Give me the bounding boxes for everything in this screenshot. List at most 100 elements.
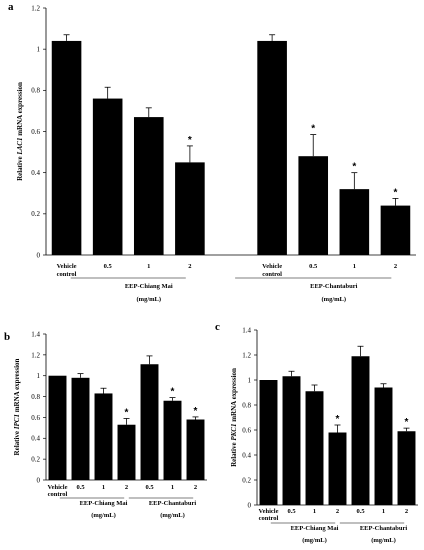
y-tick-label: 0.6: [31, 128, 40, 136]
bar: [305, 391, 324, 505]
x-category-label: control: [57, 271, 77, 278]
panel-letter: a: [8, 1, 14, 13]
x-category-label: Vehicle: [259, 508, 279, 515]
x-category-label: 0.5: [309, 263, 318, 270]
significance-star: *: [194, 406, 198, 417]
x-category-label: 2: [394, 263, 397, 270]
y-tick-label: 1.2: [31, 351, 40, 359]
x-category-label: control: [259, 515, 279, 522]
x-category-label: Vehicle: [262, 263, 282, 270]
significance-star: *: [336, 414, 340, 425]
group-unit-label: (mg/mL): [321, 296, 346, 303]
bar: [71, 377, 90, 480]
x-category-label: 2: [188, 263, 191, 270]
chart-panel-b: b 0 0.2 0.4 0.6 0.8 1 1.2 1.4 Relative IPC1 mRNA …: [4, 330, 207, 519]
x-category-label: 0.5: [76, 484, 85, 491]
y-axis-label: Relative PKC1 mRNA expression: [230, 368, 238, 467]
y-axis-label: Relative IPC1 mRNA expression: [13, 358, 21, 455]
y-tick-label: 0: [37, 251, 41, 259]
bar: [351, 356, 370, 505]
bar: [94, 393, 113, 480]
bar: [175, 162, 205, 255]
group-unit-label: (mg/mL): [136, 296, 161, 303]
bar: [298, 156, 329, 255]
y-tick-label: 0: [248, 501, 252, 509]
x-category-label: 2: [194, 484, 197, 491]
bar: [328, 432, 347, 505]
bar: [257, 40, 287, 255]
significance-star: *: [171, 387, 175, 398]
y-tick-label: 0.2: [242, 476, 251, 484]
bar: [282, 376, 301, 505]
group-label: EEP-Chantaburi: [360, 525, 408, 532]
y-tick-label: 0.6: [31, 414, 40, 422]
y-tick-label: 0.8: [31, 87, 40, 95]
bar: [140, 364, 159, 480]
x-category-label: Vehicle: [57, 263, 77, 270]
x-category-label: control: [48, 491, 68, 498]
significance-star: *: [393, 187, 397, 198]
x-category-label: 1: [171, 484, 174, 491]
x-category-label: 1: [313, 508, 316, 515]
bar: [339, 189, 370, 255]
x-category-label: 1: [102, 484, 105, 491]
x-category-label: 0.5: [287, 508, 296, 515]
group-label: EEP-Chiang Mai: [125, 283, 173, 290]
group-unit-label: (mg/mL): [160, 512, 185, 519]
y-tick-label: 1: [248, 376, 252, 384]
x-category-label: control: [262, 271, 282, 278]
significance-star: *: [352, 162, 356, 173]
y-tick-label: 0.2: [31, 456, 40, 464]
group-label: EEP-Chiang Mai: [291, 525, 339, 532]
y-tick-label: 0.2: [31, 210, 40, 218]
panel-letter: c: [215, 321, 220, 333]
bar: [374, 387, 393, 505]
x-category-label: 2: [125, 484, 128, 491]
significance-star: *: [188, 135, 192, 146]
bar: [117, 424, 136, 480]
bar: [92, 98, 123, 255]
y-tick-label: 1.2: [242, 351, 251, 359]
significance-star: *: [125, 407, 129, 418]
x-category-label: 0.5: [356, 508, 365, 515]
x-category-label: 1: [353, 263, 356, 270]
group-unit-label: (mg/mL): [91, 512, 116, 519]
x-category-label: 0.5: [104, 263, 113, 270]
chart-panel-c: c 0 0.2 0.4 0.6 0.8 1 1.2 1.4 Relative PKC1 mRNA …: [215, 321, 418, 544]
x-category-label: 2: [336, 508, 339, 515]
y-tick-label: 0.4: [31, 169, 40, 177]
group-label: EEP-Chantaburi: [149, 500, 197, 507]
group-label: EEP-Chiang Mai: [80, 500, 128, 507]
y-tick-label: 0.4: [242, 451, 251, 459]
group-unit-label: (mg/mL): [371, 537, 396, 544]
x-category-label: 1: [147, 263, 150, 270]
group-unit-label: (mg/mL): [302, 537, 327, 544]
y-tick-label: 1: [37, 372, 41, 380]
y-tick-label: 0.6: [242, 426, 251, 434]
y-tick-label: 1.4: [31, 330, 40, 338]
bar: [186, 419, 205, 480]
x-category-label: 2: [405, 508, 408, 515]
y-tick-label: 0.8: [242, 401, 251, 409]
significance-star: *: [311, 124, 315, 135]
bar: [163, 400, 182, 480]
group-label: EEP-Chantaburi: [310, 283, 358, 290]
bar: [259, 380, 278, 505]
bar: [48, 375, 67, 480]
y-tick-label: 0: [37, 476, 41, 484]
bar: [133, 117, 164, 255]
chart-panel-a: a 0 0.2 0.4 0.6 0.8 1 1.2 Relative LAC1 mRNA exp…: [8, 1, 416, 303]
x-category-label: 1: [382, 508, 385, 515]
y-tick-label: 1.4: [242, 326, 251, 334]
y-tick-label: 1: [37, 46, 41, 54]
y-axis-label: Relative LAC1 mRNA expression: [16, 82, 24, 181]
significance-star: *: [405, 417, 409, 428]
x-category-label: Vehicle: [48, 484, 68, 491]
y-tick-label: 0.4: [31, 435, 40, 443]
bar: [397, 431, 416, 505]
bar: [380, 205, 411, 255]
y-tick-label: 1.2: [31, 4, 40, 12]
panel-letter: b: [4, 331, 10, 343]
y-tick-label: 0.8: [31, 393, 40, 401]
